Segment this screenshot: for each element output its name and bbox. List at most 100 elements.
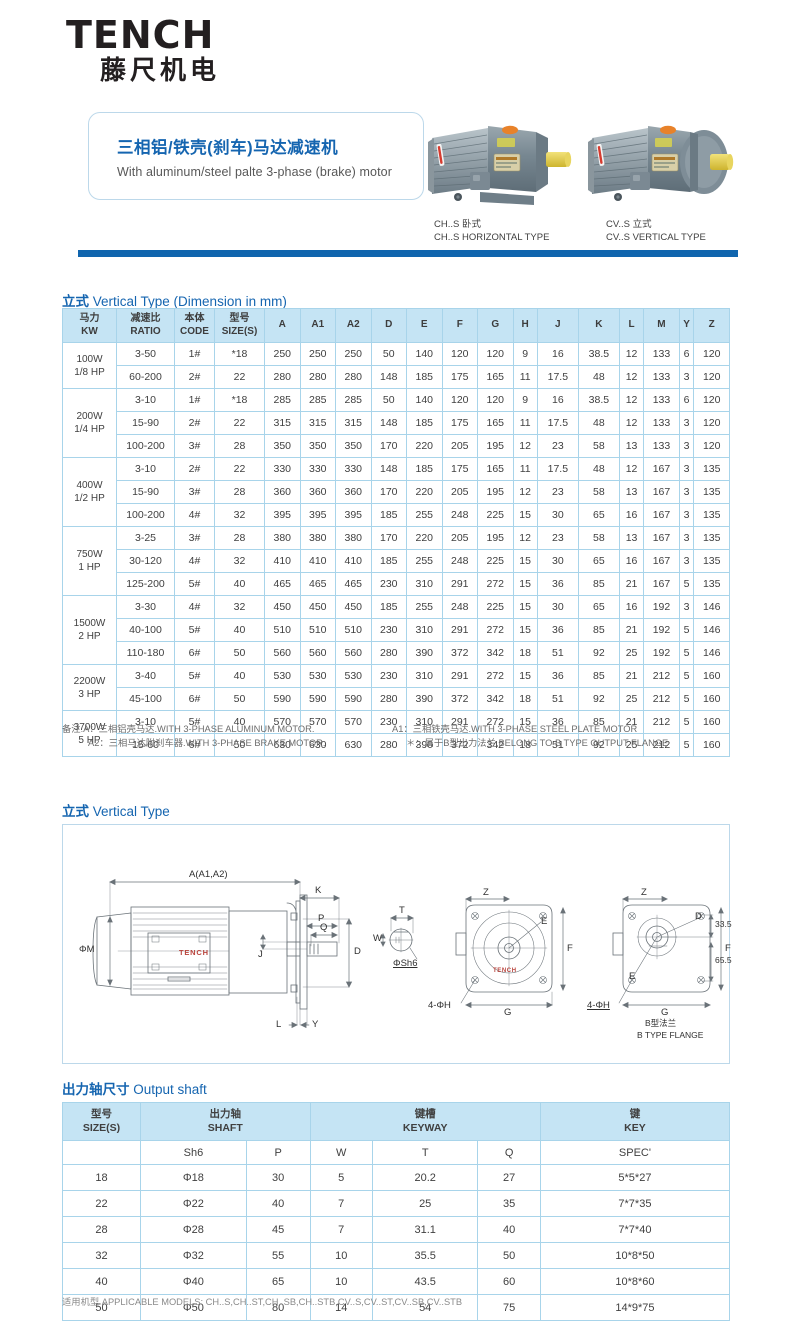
table-cell: 36 (536, 618, 579, 642)
table-cell: 40 (214, 710, 265, 734)
table-cell: 120 (693, 411, 730, 435)
table-cell: 92 (577, 687, 620, 711)
horizontal-motor-photo (418, 112, 578, 217)
table-row: 18 Φ18 30 5 20.2 27 5*5*27 (62, 1164, 731, 1191)
table-cell: 167 (643, 526, 680, 550)
col-header-g: G (477, 308, 514, 343)
table-cell: *18 (214, 342, 265, 366)
table-cell: 185 (406, 411, 443, 435)
table-cell: 5 (678, 710, 695, 734)
table-cell: 5 (309, 1164, 373, 1191)
table-cell: 58 (577, 480, 620, 504)
table-cell: 135 (693, 503, 730, 527)
table-cell: 250 (299, 342, 336, 366)
shaft-subheader-cell: Sh6 (140, 1140, 247, 1165)
table-cell: 315 (335, 411, 372, 435)
table-cell: 310 (406, 664, 443, 688)
table-row: 15-90 2# 22 315 315 315 148 185 175 165 11 17.5 48 12… (63, 411, 730, 435)
table-row: 50 Φ50 80 14 54 75 14*9*75 (62, 1294, 731, 1321)
table-cell: 5 (678, 687, 695, 711)
table-cell: 3 (678, 457, 695, 481)
table-row: 125-200 5# 40 465 465 465 230 310 291 272 15 36 85 21… (63, 572, 730, 596)
drawing-heading-en: Vertical Type (92, 804, 170, 819)
logo-text: TENCH (66, 13, 215, 57)
table-cell: 16 (536, 342, 579, 366)
table-cell: 2# (174, 365, 215, 389)
table-cell: 291 (441, 664, 478, 688)
table-cell: 395 (299, 503, 336, 527)
table-cell: 185 (406, 457, 443, 481)
table-cell: 15 (512, 664, 538, 688)
dim-label-d2: D (695, 911, 702, 922)
col-header-m: M (643, 308, 680, 343)
table-cell: 212 (643, 710, 680, 734)
caption-en-vertical: CV..S VERTICAL TYPE (606, 231, 706, 243)
brand-logo: TENCH 藤尺机电 (66, 16, 220, 83)
table-cell: 165 (477, 457, 514, 481)
table-cell: 5 (678, 618, 695, 642)
table-cell: 225 (477, 503, 514, 527)
table-cell: 40 (62, 1268, 141, 1295)
table-row: 750W 1 HP 3-25 3# 28 380 380 380 170 220 205 195 12 2… (62, 526, 730, 596)
table-cell: 330 (335, 457, 372, 481)
table-row: 100W 1/8 HP 3-50 1# *18 250 250 250 50 140 120 120 9… (62, 342, 730, 389)
table-cell: 248 (441, 595, 478, 619)
table-cell: 6 (678, 342, 695, 366)
table-cell: 5# (174, 710, 215, 734)
table-cell: 5 (678, 641, 695, 665)
table-cell: 3# (174, 480, 215, 504)
table-cell: 230 (370, 664, 407, 688)
dim-label-hole2: 4-ΦH (587, 1000, 610, 1011)
table-cell: 175 (441, 365, 478, 389)
table-cell: 148 (370, 411, 407, 435)
table-cell: 360 (335, 480, 372, 504)
table-cell: 40 (214, 572, 265, 596)
table-cell: 133 (643, 342, 680, 366)
table-cell: 30-120 (116, 549, 175, 573)
col-header-k: K (577, 308, 620, 343)
table-cell: 120 (693, 434, 730, 458)
table-cell: 167 (643, 457, 680, 481)
table-row: 200W 1/4 HP 3-10 1# *18 285 285 285 50 140 120 120 9… (62, 388, 730, 458)
table-cell: 18 (512, 641, 538, 665)
table-cell: 590 (299, 687, 336, 711)
table-cell: 85 (577, 710, 620, 734)
table-cell: 280 (264, 365, 301, 389)
col-header-z: Z (693, 308, 730, 343)
table-cell: 16 (618, 503, 645, 527)
table-cell: 250 (335, 342, 372, 366)
table-cell: 120 (441, 342, 478, 366)
table-cell: 230 (370, 710, 407, 734)
table-row: 100-200 4# 32 395 395 395 185 255 248 225 15 30 65 16… (63, 503, 730, 527)
table-cell: 465 (335, 572, 372, 596)
table-cell: 248 (441, 549, 478, 573)
dim-label-phi-m: ΦM (79, 944, 95, 955)
table-cell: 185 (370, 595, 407, 619)
table-cell: 272 (477, 618, 514, 642)
power-rating-cell: 2200W 3 HP (62, 664, 117, 711)
table-cell: 146 (693, 595, 730, 619)
table-cell: 15 (512, 503, 538, 527)
dim-label-e2: E (629, 971, 636, 982)
table-cell: 3# (174, 526, 215, 550)
col-header-ratio: 减速比 RATIO (116, 308, 175, 343)
table-cell: 185 (370, 503, 407, 527)
table-cell: 30 (245, 1164, 311, 1191)
table-cell: 55 (245, 1242, 311, 1269)
table-cell: 31.1 (371, 1216, 479, 1243)
table-cell: 230 (370, 572, 407, 596)
shaft-subheader-cell: W (309, 1140, 373, 1165)
table-header-row: 马力 KW 减速比 RATIO 本体 CODE 型号 SIZE(S) A A1 A2 D E F G H J K L… (62, 308, 730, 343)
table-cell: 220 (406, 480, 443, 504)
dim-label-e1: E (541, 916, 548, 927)
table-cell: 360 (299, 480, 336, 504)
table-cell: 4# (174, 595, 215, 619)
table-cell: 4# (174, 503, 215, 527)
logo-chinese-name: 藤尺机电 (100, 55, 221, 85)
flange-caption-cn: B型法兰 (645, 1018, 677, 1028)
table-cell: 48 (577, 411, 620, 435)
table-cell: 133 (643, 434, 680, 458)
table-cell: 85 (577, 664, 620, 688)
table-cell: 48 (577, 365, 620, 389)
table-cell: 360 (264, 480, 301, 504)
